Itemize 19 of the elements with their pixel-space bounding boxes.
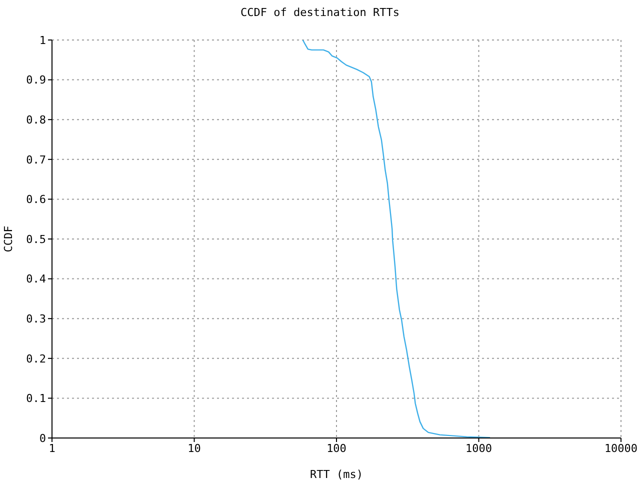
y-tick-label: 0 <box>39 432 46 445</box>
y-tick-label: 1 <box>39 34 46 47</box>
y-tick-label: 0.4 <box>26 272 46 286</box>
x-tick-label: 1000 <box>466 442 492 455</box>
y-tick-label: 0.7 <box>26 153 46 166</box>
x-tick-label: 10000 <box>604 442 638 455</box>
x-axis-title: RTT (ms) <box>310 468 363 480</box>
y-tick-label: 0.5 <box>26 232 46 246</box>
x-tick-label: 100 <box>326 442 346 455</box>
x-tick-label: 1 <box>48 442 56 455</box>
y-tick-label: 0.2 <box>26 352 46 366</box>
y-tick-label: 0.1 <box>26 392 46 406</box>
y-tick-label: 0.9 <box>26 74 46 87</box>
y-tick-label: 0.8 <box>26 114 46 127</box>
y-tick-label: 0.6 <box>26 193 46 206</box>
y-axis-title: CCDF <box>2 226 15 252</box>
chart-title: CCDF of destination RTTs <box>240 6 400 19</box>
y-tick-label: 0.3 <box>26 312 46 326</box>
x-tick-label: 10 <box>188 442 201 455</box>
